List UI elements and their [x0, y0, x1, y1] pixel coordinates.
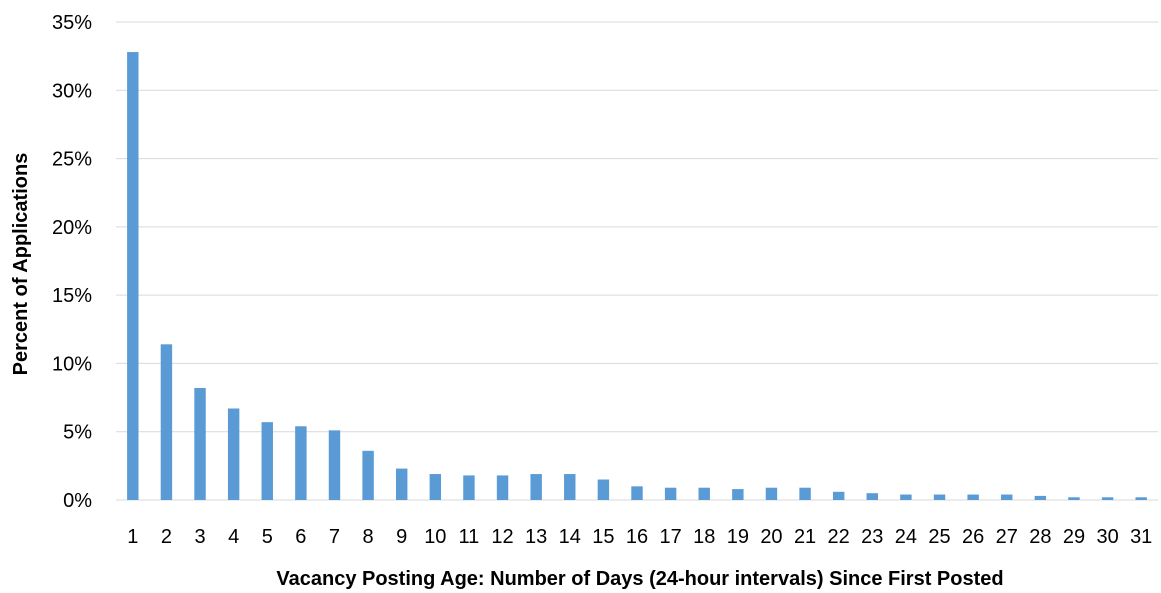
x-tick-label: 22: [828, 526, 850, 548]
bar-day-3: [194, 388, 206, 500]
bar-day-26: [967, 494, 979, 500]
x-tick-label: 23: [861, 526, 883, 548]
y-tick-label: 20%: [52, 217, 92, 239]
bar-day-29: [1068, 497, 1080, 500]
x-tick-label: 5: [262, 526, 273, 548]
bar-day-19: [732, 489, 744, 500]
bar-day-16: [631, 486, 643, 500]
bar-day-7: [328, 430, 341, 500]
y-tick-label: 30%: [52, 80, 92, 102]
x-tick-label: 20: [760, 526, 782, 548]
x-tick-label: 1: [127, 526, 138, 548]
y-tick-label: 35%: [52, 12, 92, 34]
bar-day-12: [496, 475, 509, 500]
x-tick-label: 3: [194, 526, 205, 548]
bar-day-23: [866, 493, 879, 500]
x-tick-label: 15: [592, 526, 614, 548]
bar-day-9: [395, 468, 408, 500]
bar-day-4: [227, 408, 240, 500]
x-tick-label: 9: [396, 526, 407, 548]
bar-day-15: [597, 479, 610, 500]
bar-day-8: [362, 450, 374, 500]
bar-day-25: [933, 494, 946, 500]
bar-day-17: [664, 487, 677, 500]
x-tick-label: 4: [228, 526, 239, 548]
gridlines: [116, 21, 1158, 501]
x-axis-title: Vacancy Posting Age: Number of Days (24-…: [276, 568, 1003, 590]
bar-day-22: [832, 491, 845, 500]
bar-day-6: [295, 426, 307, 500]
bar-day-10: [429, 474, 442, 500]
x-tick-label: 6: [295, 526, 306, 548]
x-tick-label: 26: [962, 526, 984, 548]
x-tick-label: 24: [895, 526, 917, 548]
bar-day-1: [127, 52, 139, 500]
x-tick-label: 8: [363, 526, 374, 548]
x-tick-label: 10: [424, 526, 446, 548]
bar-day-5: [261, 422, 273, 500]
x-tick-label: 7: [329, 526, 340, 548]
y-tick-label: 15%: [52, 285, 92, 307]
x-tick-label: 21: [794, 526, 816, 548]
y-tick-label: 10%: [52, 353, 92, 375]
x-axis-ticks: 1 2 3 4 5 6 7 8 9 10 11 12 13 14 15 16 17 18 19 20 21 22 23 24 2…: [127, 526, 1152, 548]
bar-day-2: [160, 344, 173, 500]
y-tick-label: 25%: [52, 149, 92, 171]
bar-day-31: [1135, 497, 1147, 500]
x-tick-label: 30: [1096, 526, 1118, 548]
x-tick-label: 2: [161, 526, 172, 548]
x-tick-label: 27: [996, 526, 1018, 548]
bar-day-11: [463, 475, 475, 500]
y-tick-label: 5%: [63, 422, 92, 444]
x-tick-label: 12: [491, 526, 513, 548]
y-axis-title: Percent of Applications: [10, 153, 32, 376]
x-tick-label: 19: [727, 526, 749, 548]
bar-day-27: [1001, 494, 1013, 500]
bar-day-24: [900, 494, 912, 500]
bar-day-20: [765, 487, 778, 500]
x-tick-label: 25: [928, 526, 950, 548]
bar-day-13: [530, 474, 542, 500]
bar-day-21: [799, 487, 811, 500]
y-axis-ticks: 0% 5% 10% 15% 20% 25% 30% 35%: [52, 12, 92, 512]
x-tick-label: 17: [659, 526, 681, 548]
x-tick-label: 14: [559, 526, 581, 548]
x-tick-label: 31: [1130, 526, 1152, 548]
bars: [127, 52, 1147, 500]
bar-day-18: [698, 487, 710, 500]
x-tick-label: 18: [693, 526, 715, 548]
bar-day-14: [564, 474, 576, 500]
x-tick-label: 13: [525, 526, 547, 548]
bar-day-28: [1034, 495, 1047, 500]
x-tick-label: 16: [626, 526, 648, 548]
x-tick-label: 28: [1029, 526, 1051, 548]
x-tick-label: 29: [1063, 526, 1085, 548]
bar-day-30: [1101, 497, 1114, 500]
y-tick-label: 0%: [63, 490, 92, 512]
x-tick-label: 11: [459, 526, 480, 548]
